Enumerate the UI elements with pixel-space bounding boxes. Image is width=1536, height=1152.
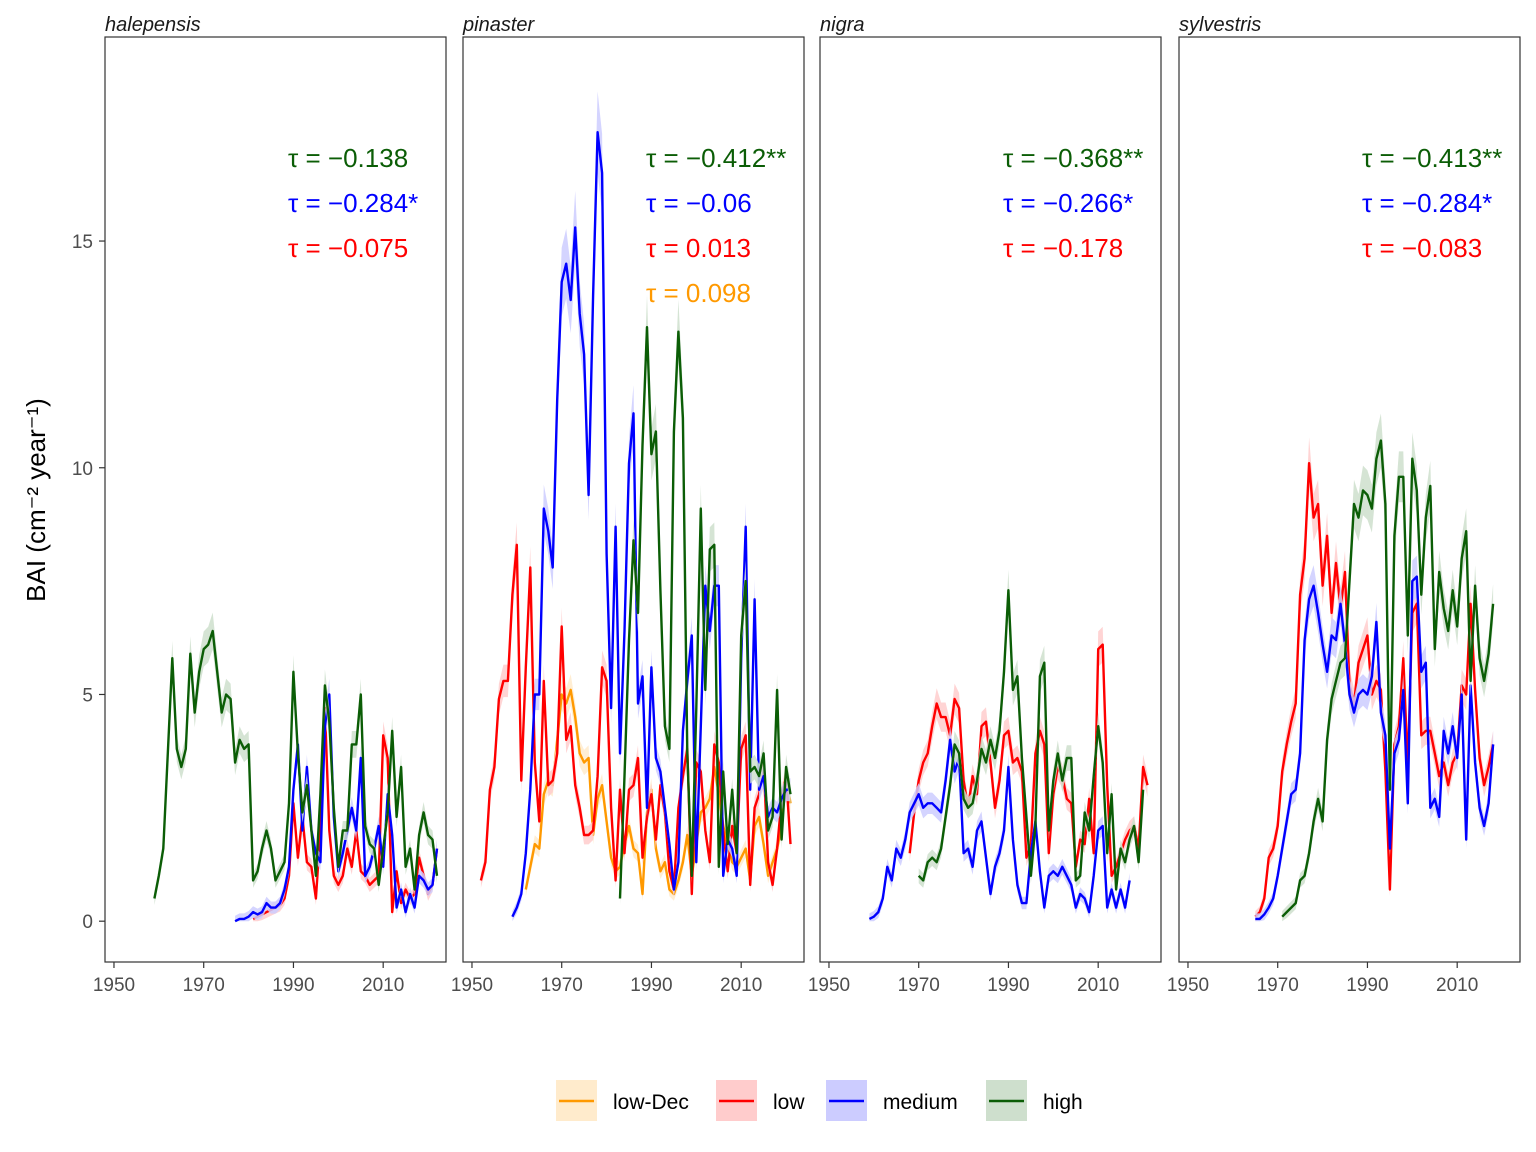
legend-item-high: high: [986, 1080, 1083, 1121]
confidence-band: [253, 693, 437, 922]
tau-annotation-medium: τ = −0.06: [646, 188, 752, 218]
confidence-band: [1282, 413, 1494, 922]
legend-item-low: low: [716, 1080, 805, 1121]
series-line: [153, 629, 439, 899]
x-tick-label: 1990: [1346, 975, 1388, 996]
series-line: [1255, 575, 1495, 921]
y-tick-label: 15: [72, 232, 93, 253]
x-tick-label: 1950: [93, 975, 135, 996]
tau-annotation-high: τ = −0.412**: [646, 143, 786, 173]
tau-annotation-low-Dec: τ = 0.098: [646, 278, 751, 308]
x-tick-label: 2010: [1077, 975, 1119, 996]
y-axis-label: BAI (cm⁻² year⁻¹): [21, 398, 51, 602]
panel-title: nigra: [820, 14, 864, 36]
series-line: [1281, 439, 1495, 918]
x-tick-label: 1950: [1167, 975, 1209, 996]
series-high: [917, 569, 1145, 897]
y-axis-title: BAI (cm⁻² year⁻¹): [21, 398, 51, 602]
panel-sylvestris: sylvestris 1950 1970 1990 2010 τ = −0.413** τ …: [1167, 14, 1521, 996]
legend-item-low-Dec: low-Dec: [556, 1080, 689, 1121]
panel-border: [1178, 36, 1521, 963]
series-high: [1281, 413, 1495, 922]
tau-annotation-low: τ = −0.083: [1362, 233, 1482, 263]
series-high: [618, 295, 792, 905]
x-tick-label: 1950: [808, 975, 850, 996]
y-tick-label: 0: [82, 912, 93, 933]
x-tick-label: 1990: [987, 975, 1029, 996]
series-high: [153, 612, 439, 905]
series-line: [868, 738, 1131, 920]
panel-title: sylvestris: [1179, 14, 1261, 36]
x-tick-label: 1950: [451, 975, 493, 996]
series-medium: [868, 726, 1131, 922]
legend-label: low: [773, 1091, 805, 1114]
legend-label: medium: [883, 1091, 958, 1114]
series-low: [1254, 437, 1495, 922]
x-tick-label: 1990: [272, 975, 314, 996]
series-medium: [511, 91, 791, 922]
series-low: [252, 693, 439, 922]
x-tick-label: 1970: [183, 975, 225, 996]
series-low-Dec: [524, 674, 792, 901]
series-line: [252, 706, 439, 920]
tau-annotation-high: τ = −0.368**: [1003, 143, 1143, 173]
confidence-band: [918, 569, 1144, 897]
legend: low-Dec low medium high: [556, 1080, 1083, 1121]
x-tick-label: 1970: [541, 975, 583, 996]
tau-annotation-low: τ = −0.075: [288, 233, 408, 263]
panel-border: [104, 36, 447, 963]
panel-nigra: nigra 1950 1970 1990 2010 τ = −0.368** τ = −0.…: [808, 14, 1162, 996]
tau-annotation-high: τ = −0.413**: [1362, 143, 1502, 173]
series-line: [1254, 462, 1495, 918]
x-tick-label: 1970: [898, 975, 940, 996]
panel-pinaster: pinaster 1950 1970 1990 2010 τ = −0.412** τ = …: [451, 14, 805, 996]
facet-panels: halepensis 1950 1970 1990 2010 0 5 10 15 τ = −0.1…: [72, 14, 1521, 996]
y-tick-label: 10: [72, 459, 93, 480]
x-tick-label: 1970: [1257, 975, 1299, 996]
panel-border: [462, 36, 805, 963]
tau-annotation-medium: τ = −0.284*: [1362, 188, 1492, 218]
legend-label: low-Dec: [613, 1091, 689, 1114]
tau-annotation-low: τ = 0.013: [646, 233, 751, 263]
series-medium: [1255, 555, 1495, 922]
x-tick-label: 1990: [630, 975, 672, 996]
series-line: [511, 130, 791, 918]
series-line: [618, 326, 792, 899]
x-tick-label: 2010: [362, 975, 404, 996]
panel-title: halepensis: [105, 14, 201, 36]
y-tick-label: 5: [82, 685, 93, 706]
tau-annotation-high: τ = −0.138: [288, 143, 408, 173]
tau-annotation-medium: τ = −0.266*: [1003, 188, 1133, 218]
x-tick-label: 2010: [1436, 975, 1478, 996]
tau-annotation-low: τ = −0.178: [1003, 233, 1123, 263]
series-line: [917, 589, 1145, 891]
confidence-band: [1255, 437, 1494, 922]
x-tick-label: 2010: [720, 975, 762, 996]
tau-annotation-medium: τ = −0.284*: [288, 188, 418, 218]
legend-label: high: [1043, 1091, 1083, 1114]
series-line: [524, 688, 792, 896]
panel-title: pinaster: [462, 14, 535, 36]
panel-border: [819, 36, 1162, 963]
legend-item-medium: medium: [826, 1080, 958, 1121]
panel-halepensis: halepensis 1950 1970 1990 2010 0 5 10 15 τ = −0.1…: [72, 14, 447, 996]
